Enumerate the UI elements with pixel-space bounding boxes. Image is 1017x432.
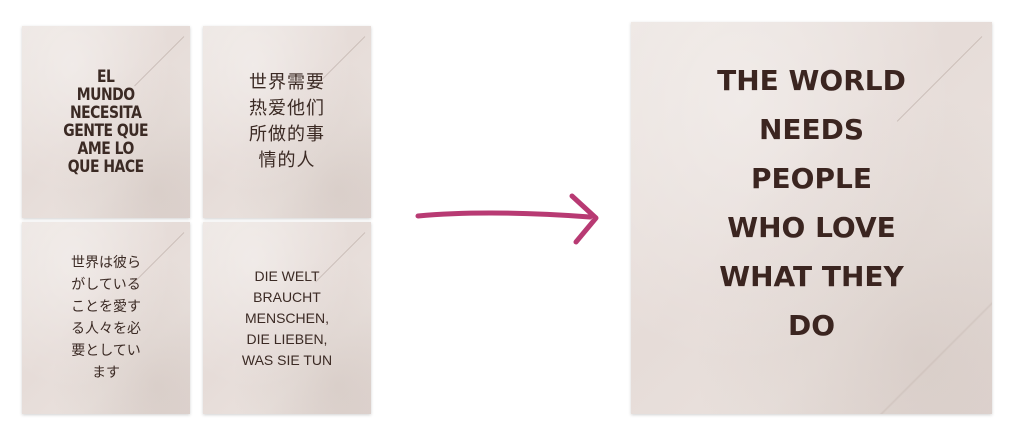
chinese-quote-card: 世界需要 热爱他们 所做的事 情的人 (203, 26, 371, 218)
chinese-quote-text: 世界需要 热爱他们 所做的事 情的人 (249, 72, 325, 171)
arrow-shaft (415, 210, 593, 220)
german-quote-card: DIE WELT BRAUCHT MENSCHEN, DIE LIEBEN, W… (203, 222, 371, 414)
arrow-head (569, 193, 599, 245)
spanish-quote-card: EL MUNDO NECESITA GENTE QUE AME LO QUE H… (22, 26, 190, 218)
japanese-quote-text: 世界は彼ら がしている ことを愛す る人々を必 要としてい ます (71, 255, 141, 381)
right-arrow-icon (415, 193, 599, 245)
japanese-quote-card: 世界は彼ら がしている ことを愛す る人々を必 要としてい ます (22, 222, 190, 414)
german-quote-text: DIE WELT BRAUCHT MENSCHEN, DIE LIEBEN, W… (241, 267, 333, 368)
english-quote-card: THE WORLD NEEDS PEOPLE WHO LOVE WHAT THE… (631, 22, 992, 414)
spanish-quote-text: EL MUNDO NECESITA GENTE QUE AME LO QUE H… (63, 67, 149, 177)
english-quote-text: THE WORLD NEEDS PEOPLE WHO LOVE WHAT THE… (717, 64, 906, 342)
